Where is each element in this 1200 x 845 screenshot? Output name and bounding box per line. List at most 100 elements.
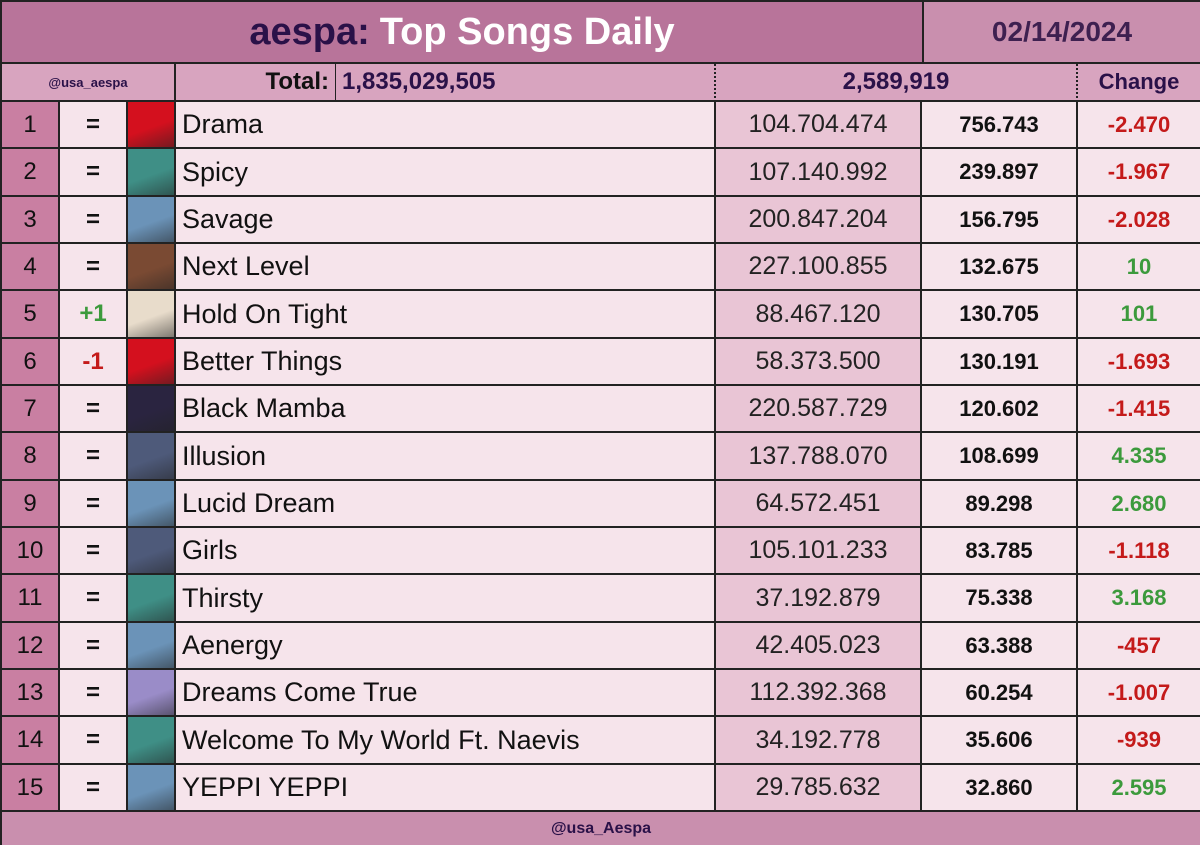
daily-streams: 130.191 bbox=[922, 339, 1078, 386]
total-streams: 220.587.729 bbox=[716, 386, 922, 433]
total-streams: 200.847.204 bbox=[716, 197, 922, 244]
song-title: YEPPI YEPPI bbox=[176, 765, 716, 812]
album-art-cell bbox=[128, 765, 176, 812]
rank-cell: 6 bbox=[2, 339, 60, 386]
total-streams: 137.788.070 bbox=[716, 433, 922, 481]
savage-cover-icon bbox=[128, 765, 174, 810]
change-value: -1.967 bbox=[1078, 149, 1200, 197]
rank-cell: 12 bbox=[2, 623, 60, 670]
movement-cell: = bbox=[60, 102, 128, 149]
daily-streams: 156.795 bbox=[922, 197, 1078, 244]
header-handle: @usa_aespa bbox=[2, 64, 176, 102]
change-value: -1.007 bbox=[1078, 670, 1200, 717]
rank-cell: 9 bbox=[2, 481, 60, 528]
change-value: 2.680 bbox=[1078, 481, 1200, 528]
total-streams: 104.704.474 bbox=[716, 102, 922, 149]
daily-streams: 32.860 bbox=[922, 765, 1078, 812]
song-title: Black Mamba bbox=[176, 386, 716, 433]
movement-cell: = bbox=[60, 149, 128, 197]
total-label: Total: bbox=[176, 64, 336, 102]
total-streams: 112.392.368 bbox=[716, 670, 922, 717]
daily-streams: 60.254 bbox=[922, 670, 1078, 717]
hold-on-tight-cover-icon bbox=[128, 291, 174, 337]
daily-streams: 89.298 bbox=[922, 481, 1078, 528]
daily-streams: 75.338 bbox=[922, 575, 1078, 623]
song-title: Aenergy bbox=[176, 623, 716, 670]
album-art-cell bbox=[128, 244, 176, 291]
album-art-cell bbox=[128, 528, 176, 575]
song-title: Savage bbox=[176, 197, 716, 244]
change-value: -2.028 bbox=[1078, 197, 1200, 244]
change-value: -2.470 bbox=[1078, 102, 1200, 149]
total-streams: 227.100.855 bbox=[716, 244, 922, 291]
album-art-cell bbox=[128, 623, 176, 670]
footer-handle: @usa_Aespa bbox=[2, 812, 1200, 845]
song-title: Welcome To My World Ft. Naevis bbox=[176, 717, 716, 765]
rank-cell: 10 bbox=[2, 528, 60, 575]
rank-cell: 5 bbox=[2, 291, 60, 339]
movement-cell: = bbox=[60, 670, 128, 717]
rank-cell: 14 bbox=[2, 717, 60, 765]
album-art-cell bbox=[128, 197, 176, 244]
album-art-cell bbox=[128, 386, 176, 433]
my-world-cover-icon bbox=[128, 575, 174, 621]
change-value: 10 bbox=[1078, 244, 1200, 291]
rank-cell: 15 bbox=[2, 765, 60, 812]
daily-total: 2,589,919 bbox=[716, 64, 1078, 102]
my-world-cover-icon bbox=[128, 717, 174, 763]
rank-cell: 7 bbox=[2, 386, 60, 433]
daily-streams: 239.897 bbox=[922, 149, 1078, 197]
total-streams: 64.572.451 bbox=[716, 481, 922, 528]
album-art-cell bbox=[128, 481, 176, 528]
change-value: -457 bbox=[1078, 623, 1200, 670]
total-value: 1,835,029,505 bbox=[336, 64, 716, 102]
daily-streams: 120.602 bbox=[922, 386, 1078, 433]
daily-streams: 132.675 bbox=[922, 244, 1078, 291]
song-title: Hold On Tight bbox=[176, 291, 716, 339]
song-title: Dreams Come True bbox=[176, 670, 716, 717]
change-value: 4.335 bbox=[1078, 433, 1200, 481]
daily-streams: 130.705 bbox=[922, 291, 1078, 339]
change-value: 3.168 bbox=[1078, 575, 1200, 623]
next-level-cover-icon bbox=[128, 244, 174, 289]
chart-title: Top Songs Daily bbox=[379, 10, 675, 53]
drama-cover-icon bbox=[128, 102, 174, 147]
dreams-come-true-cover-icon bbox=[128, 670, 174, 715]
song-title: Lucid Dream bbox=[176, 481, 716, 528]
album-art-cell bbox=[128, 102, 176, 149]
album-art-cell bbox=[128, 717, 176, 765]
change-value: -1.693 bbox=[1078, 339, 1200, 386]
my-world-cover-icon bbox=[128, 149, 174, 195]
total-streams: 88.467.120 bbox=[716, 291, 922, 339]
movement-cell: = bbox=[60, 717, 128, 765]
daily-streams: 83.785 bbox=[922, 528, 1078, 575]
movement-cell: = bbox=[60, 244, 128, 291]
movement-cell: -1 bbox=[60, 339, 128, 386]
movement-cell: +1 bbox=[60, 291, 128, 339]
rank-cell: 8 bbox=[2, 433, 60, 481]
girls-cover-icon bbox=[128, 433, 174, 479]
movement-cell: = bbox=[60, 386, 128, 433]
album-art-cell bbox=[128, 433, 176, 481]
movement-cell: = bbox=[60, 481, 128, 528]
chart-date: 02/14/2024 bbox=[924, 2, 1200, 64]
total-streams: 42.405.023 bbox=[716, 623, 922, 670]
total-streams: 107.140.992 bbox=[716, 149, 922, 197]
savage-cover-icon bbox=[128, 481, 174, 526]
daily-streams: 35.606 bbox=[922, 717, 1078, 765]
song-title: Spicy bbox=[176, 149, 716, 197]
savage-cover-icon bbox=[128, 623, 174, 668]
movement-cell: = bbox=[60, 623, 128, 670]
album-art-cell bbox=[128, 575, 176, 623]
total-streams: 37.192.879 bbox=[716, 575, 922, 623]
rank-cell: 13 bbox=[2, 670, 60, 717]
change-value: 101 bbox=[1078, 291, 1200, 339]
drama-cover-icon bbox=[128, 339, 174, 384]
rank-cell: 1 bbox=[2, 102, 60, 149]
rank-cell: 11 bbox=[2, 575, 60, 623]
total-streams: 58.373.500 bbox=[716, 339, 922, 386]
album-art-cell bbox=[128, 291, 176, 339]
change-value: 2.595 bbox=[1078, 765, 1200, 812]
album-art-cell bbox=[128, 149, 176, 197]
